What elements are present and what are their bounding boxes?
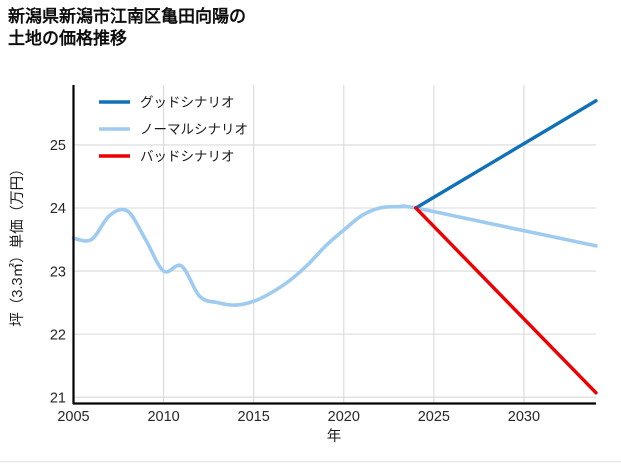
x-tick-label: 2025 bbox=[418, 409, 450, 425]
legend-label-good: グッドシナリオ bbox=[140, 95, 235, 110]
legend-label-bad: バッドシナリオ bbox=[140, 149, 235, 164]
axis-spines bbox=[72, 85, 596, 405]
y-tick-labels: 21 22 23 24 25 bbox=[50, 138, 66, 406]
series-line bbox=[71, 204, 598, 307]
x-tick-label: 2015 bbox=[238, 409, 270, 425]
x-tick-label: 2030 bbox=[508, 409, 540, 425]
legend-label-normal: ノーマルシナリオ bbox=[140, 122, 248, 137]
y-axis-title: 坪（3.3㎡）単価（万円） bbox=[9, 161, 26, 326]
x-axis-title: 年 bbox=[327, 428, 342, 445]
y-tick-label: 24 bbox=[50, 201, 66, 217]
x-tick-label: 2020 bbox=[328, 409, 360, 425]
y-tick-label: 22 bbox=[50, 327, 66, 343]
series-line bbox=[414, 206, 598, 395]
gridlines-group bbox=[72, 85, 596, 404]
page-title: 新潟県新潟市江南区亀田向陽の 土地の価格推移 bbox=[8, 7, 246, 49]
y-tick-label: 25 bbox=[50, 138, 66, 154]
y-tick-label: 23 bbox=[50, 264, 66, 280]
x-tick-labels: 2005 2010 2015 2020 2025 2030 bbox=[57, 409, 540, 425]
x-tick-label: 2010 bbox=[147, 409, 179, 425]
series-line bbox=[414, 99, 598, 210]
x-tick-label: 2005 bbox=[57, 409, 89, 425]
y-tick-label: 21 bbox=[50, 390, 66, 406]
series-group bbox=[71, 99, 598, 395]
